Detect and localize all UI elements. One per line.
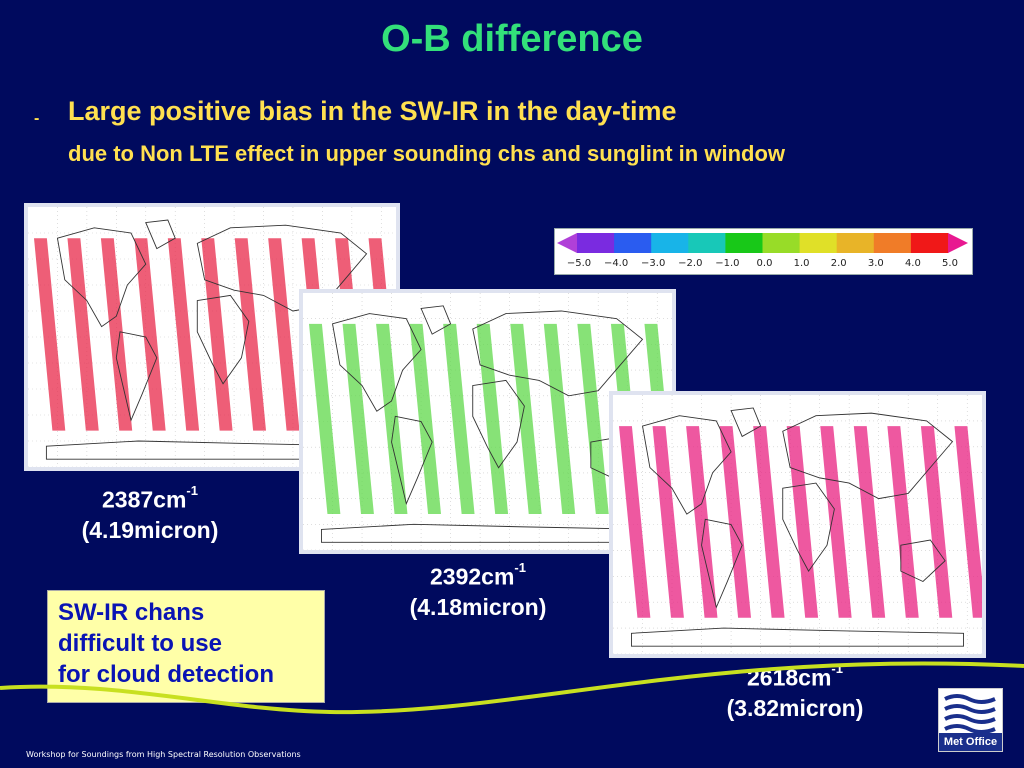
continent-outline (782, 482, 835, 572)
colorbar-scale (557, 233, 968, 253)
satellite-swath (234, 238, 267, 431)
satellite-swath (510, 323, 542, 515)
satellite-swath (100, 238, 133, 431)
continent-outline (642, 415, 732, 515)
satellite-swath (686, 426, 718, 618)
continent-outline (321, 523, 654, 543)
colorbar-tick-label: 3.0 (867, 258, 884, 269)
colorbar-left-arrow (557, 233, 577, 253)
colorbar-tick-label: 5.0 (942, 258, 958, 269)
satellite-swath (719, 426, 752, 618)
continent-outline (472, 310, 644, 397)
continent-outline (145, 219, 176, 250)
colorbar-tick-label: 2.0 (830, 258, 847, 269)
satellite-swath (577, 323, 609, 515)
note-line: difficult to use (58, 630, 222, 657)
satellite-swath (887, 426, 919, 618)
caption-2392-wavelength: (4.18micron) (409, 593, 547, 620)
colorbar-tick-label: −2.0 (678, 258, 703, 269)
satellite-swath (167, 238, 200, 431)
satellite-swath (134, 238, 166, 431)
satellite-swath (920, 426, 953, 618)
satellite-swath (268, 238, 300, 431)
satellite-swath (753, 426, 785, 618)
continent-outline (701, 518, 743, 609)
continent-outline (631, 627, 964, 647)
continent-outline (332, 313, 422, 412)
caption-2392-exponent: -1 (514, 560, 526, 575)
satellite-swath (201, 238, 233, 431)
satellite-swath (543, 323, 576, 515)
colorbar-tick-label: −1.0 (715, 258, 740, 269)
caption-2618-exponent: -1 (831, 661, 843, 676)
continent-outline (730, 407, 762, 438)
met-office-logo: Met Office (938, 688, 1003, 752)
satellite-swath (619, 426, 651, 618)
footer-text: Workshop for Soundings from High Spectra… (26, 750, 301, 759)
slide-title: O-B difference (381, 18, 643, 60)
satellite-swath (376, 323, 408, 515)
continent-outline (115, 331, 158, 422)
bullet-dash: - (34, 110, 40, 127)
satellite-swath (853, 426, 886, 618)
caption-map-2392: 2392cm-1 (4.18micron) (368, 557, 588, 622)
satellite-swath (309, 323, 341, 515)
logo-waves-icon (944, 694, 996, 733)
colorbar-segment (725, 233, 763, 253)
caption-2387-exponent: -1 (186, 483, 198, 498)
satellite-swath (67, 238, 99, 431)
satellite-swath (652, 426, 684, 618)
colorbar-tick-label: −4.0 (603, 258, 629, 269)
bullet-sub-text: due to Non LTE effect in upper sounding … (68, 141, 785, 166)
continent-outline (900, 539, 946, 583)
colorbar-segment (910, 233, 949, 253)
satellite-swath (954, 426, 982, 618)
colorbar-tick-label: 0.0 (756, 258, 773, 269)
colorbar-segment (688, 233, 726, 253)
colorbar-tick-label: 1.0 (793, 258, 810, 269)
colorbar-segment (873, 233, 912, 253)
continent-outline (782, 412, 954, 500)
continent-outline (420, 305, 452, 335)
caption-2618-wavelength: (3.82micron) (726, 694, 864, 721)
colorbar-segment (614, 233, 652, 253)
satellite-swath (409, 323, 442, 515)
map-2618-image (613, 395, 982, 654)
satellite-swath (820, 426, 852, 618)
bullet-main-text: Large positive bias in the SW-IR in the … (68, 96, 677, 126)
colorbar-right-arrow (948, 233, 968, 253)
note-line: for cloud detection (58, 661, 274, 688)
colorbar-segment (577, 233, 615, 253)
satellite-swath (786, 426, 819, 618)
caption-2392-wavenumber: 2392cm (430, 563, 515, 590)
colorbar-segment (836, 233, 875, 253)
continent-outline (472, 379, 525, 469)
colorbar-legend: −5.0 −4.0 −3.0 −2.0 −1.0 0.0 1.0 2.0 3.0 4.0 5.0 (554, 228, 973, 275)
colorbar-segment (651, 233, 689, 253)
continent-outline (56, 227, 147, 328)
satellite-swath (34, 238, 66, 431)
caption-2387-wavenumber: 2387cm (102, 486, 187, 513)
colorbar-tick-label: 4.0 (904, 258, 921, 269)
colorbar-segment (762, 233, 801, 253)
satellite-swath (476, 323, 509, 515)
colorbar-tick-label: −5.0 (566, 258, 592, 269)
note-box: SW-IR chans difficult to use for cloud d… (47, 590, 325, 703)
logo-label: Met Office (939, 733, 1002, 751)
colorbar-tick-label: −3.0 (641, 258, 666, 269)
satellite-swath (342, 323, 374, 515)
caption-2387-wavelength: (4.19micron) (81, 516, 219, 543)
colorbar-segment (799, 233, 838, 253)
continent-outline (196, 294, 250, 385)
map-2387-image (28, 207, 396, 467)
map-2618 (609, 391, 986, 658)
caption-map-2387: 2387cm-1 (4.19micron) (50, 480, 250, 545)
satellite-swath (443, 323, 475, 515)
note-line: SW-IR chans (58, 599, 205, 626)
colorbar-tick-labels: −5.0 −4.0 −3.0 −2.0 −1.0 0.0 1.0 2.0 3.0 4.0 5.0 (555, 258, 972, 272)
continent-outline (391, 415, 433, 506)
decorative-swoosh (0, 661, 1024, 715)
